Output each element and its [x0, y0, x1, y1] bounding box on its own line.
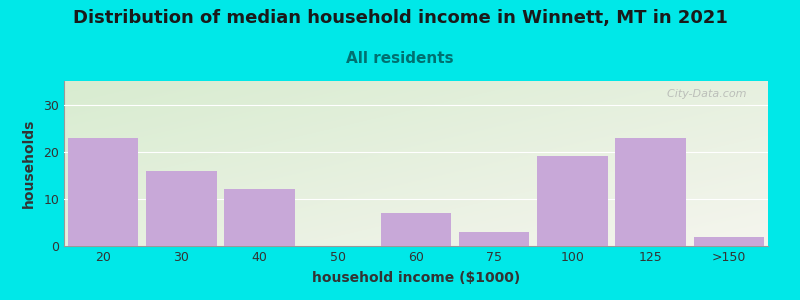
Bar [68, 138, 138, 246]
Bar [381, 213, 451, 246]
Text: City-Data.com: City-Data.com [660, 89, 747, 99]
Bar [694, 237, 764, 246]
X-axis label: household income ($1000): household income ($1000) [312, 271, 520, 285]
Bar [459, 232, 530, 246]
Bar [224, 189, 294, 246]
Text: All residents: All residents [346, 51, 454, 66]
Bar [146, 171, 217, 246]
Text: Distribution of median household income in Winnett, MT in 2021: Distribution of median household income … [73, 9, 727, 27]
Bar [615, 138, 686, 246]
Y-axis label: households: households [22, 119, 36, 208]
Bar [538, 156, 608, 246]
